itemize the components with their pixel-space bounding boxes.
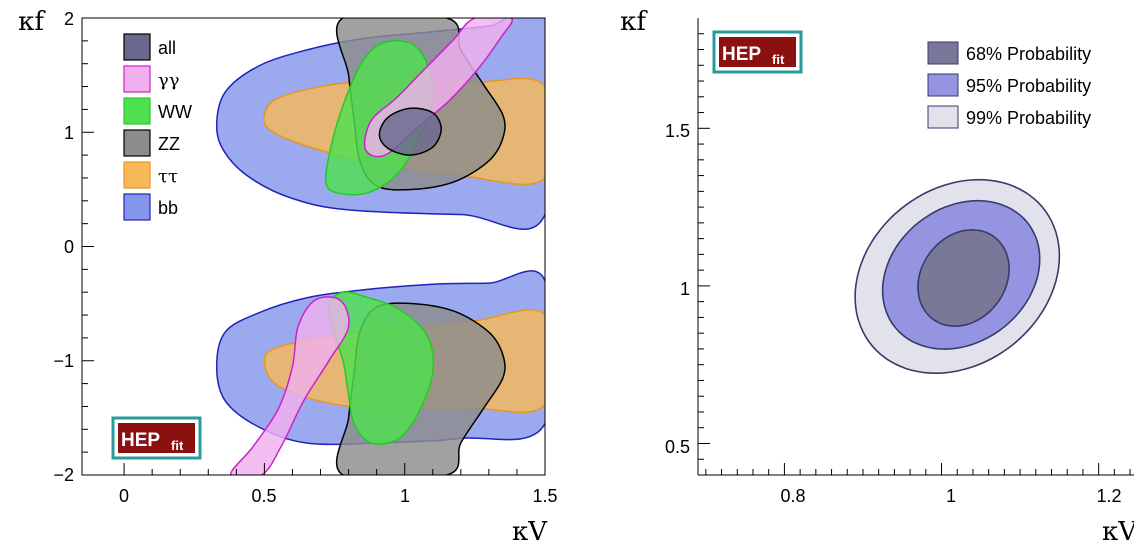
legend-label-68: 68% Probability — [966, 44, 1091, 64]
legend-label-tautau: ττ — [158, 166, 178, 187]
left-y-tick-labels: 2 1 0 −1 −2 — [53, 9, 74, 485]
right-legend: 68% Probability 95% Probability 99% Prob… — [927, 41, 1091, 129]
left-x-axis-title: κV — [512, 517, 548, 547]
left-xtick-label: 1.5 — [532, 486, 557, 506]
legend-label-all: all — [158, 38, 176, 58]
right-y-tick-labels: 1.5 1 0.5 — [665, 121, 690, 457]
legend-swatch-ww — [123, 97, 151, 125]
left-xtick-label: 0.5 — [251, 486, 276, 506]
legend-label-99: 99% Probability — [966, 108, 1091, 128]
right-ytick-label: 0.5 — [665, 437, 690, 457]
right-y-axis-title: κf — [620, 7, 648, 37]
legend-label-gammagamma: γγ — [158, 70, 180, 91]
left-x-tick-labels: 0 0.5 1 1.5 — [119, 486, 558, 506]
hepfit-logo-sub: fit — [772, 52, 785, 67]
left-chart: 2 1 0 −1 −2 0 0.5 1 1.5 κf κV all γγ WW … — [18, 7, 558, 547]
legend-swatch-gammagamma — [123, 65, 151, 93]
legend-swatch-bb — [123, 193, 151, 221]
legend-swatch-all — [123, 33, 151, 61]
legend-swatch-zz — [123, 129, 151, 157]
left-axis-ticks — [82, 17, 546, 476]
left-xtick-label: 1 — [400, 486, 410, 506]
right-axis-ticks — [698, 33, 1131, 475]
legend-swatch-tautau — [123, 161, 151, 189]
right-chart: 1.5 1 0.5 0.8 1 1.2 κf κV 68% Probabilit… — [620, 7, 1134, 547]
hepfit-logo-sub: fit — [171, 438, 184, 453]
left-xtick-label: 0 — [119, 486, 129, 506]
left-ytick-label: 2 — [64, 9, 74, 29]
hepfit-logo-left: HEP fit — [111, 416, 202, 460]
right-ytick-label: 1 — [680, 279, 690, 299]
hepfit-logo-main: HEP — [121, 430, 160, 451]
left-legend: all γγ WW ZZ ττ bb — [123, 33, 192, 221]
legend-swatch-95 — [927, 73, 959, 97]
right-xtick-label: 1 — [946, 486, 956, 506]
legend-label-bb: bb — [158, 198, 178, 218]
legend-label-zz: ZZ — [158, 134, 180, 154]
right-x-axis-title: κV — [1102, 517, 1134, 547]
left-ytick-label: −1 — [53, 351, 74, 371]
legend-label-ww: WW — [158, 102, 192, 122]
hepfit-logo-main: HEP — [722, 44, 761, 65]
contour-gammagamma-lower — [229, 296, 350, 475]
left-y-axis-title: κf — [18, 7, 46, 37]
left-ytick-label: 1 — [64, 123, 74, 143]
right-contour-layer — [854, 178, 1061, 375]
left-ytick-label: −2 — [53, 465, 74, 485]
right-xtick-label: 0.8 — [780, 486, 805, 506]
contour-all-upper — [378, 107, 442, 156]
hepfit-logo-right: HEP fit — [712, 30, 803, 74]
legend-swatch-68 — [927, 41, 959, 65]
legend-swatch-99 — [927, 105, 959, 129]
left-ytick-label: 0 — [64, 237, 74, 257]
right-xtick-label: 1.2 — [1096, 486, 1121, 506]
legend-label-95: 95% Probability — [966, 76, 1091, 96]
right-x-tick-labels: 0.8 1 1.2 — [780, 486, 1121, 506]
right-ytick-label: 1.5 — [665, 121, 690, 141]
contour-68-probability — [917, 229, 1010, 327]
left-contour-layer — [215, 18, 545, 475]
